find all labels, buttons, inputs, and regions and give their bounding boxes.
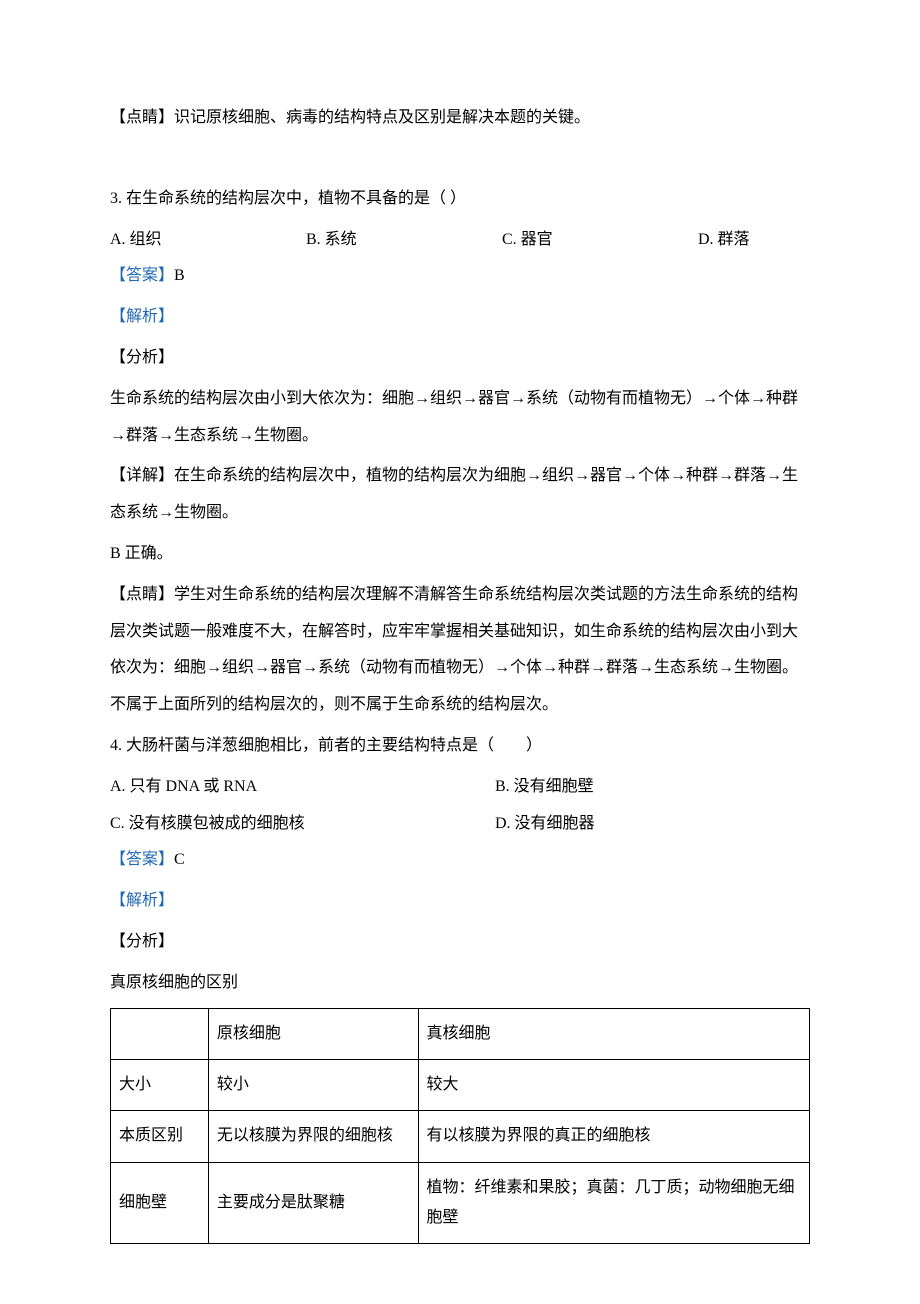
- q4-opt-d: D. 没有细胞器: [495, 806, 810, 843]
- q3-answer-line: 【答案】B: [110, 258, 810, 295]
- q4-options-row2: C. 没有核膜包被成的细胞核 D. 没有细胞器: [110, 806, 810, 843]
- table-row: 细胞壁 主要成分是肽聚糖 植物：纤维素和果胶；真菌：几丁质；动物细胞无细胞壁: [111, 1162, 810, 1244]
- explain-label: 【解析】: [110, 308, 174, 325]
- q3-analysis-label: 【分析】: [110, 340, 810, 377]
- table-cell: 本质区别: [111, 1111, 209, 1162]
- explain-label: 【解析】: [110, 892, 174, 909]
- q4-answer-line: 【答案】C: [110, 842, 810, 879]
- q4-options-row1: A. 只有 DNA 或 RNA B. 没有细胞壁: [110, 769, 810, 806]
- q3-answer-value: B: [174, 267, 185, 284]
- q4-table-title: 真原核细胞的区别: [110, 965, 810, 1002]
- table-row: 大小 较小 较大: [111, 1059, 810, 1110]
- q4-stem: 4. 大肠杆菌与洋葱细胞相比，前者的主要结构特点是（ ）: [110, 728, 810, 765]
- q3-tip: 【点睛】学生对生命系统的结构层次理解不清解答生命系统结构层次类试题的方法生命系统…: [110, 577, 810, 724]
- q3-detail-text: 【详解】在生命系统的结构层次中，植物的结构层次为细胞→组织→器官→个体→种群→群…: [110, 458, 810, 532]
- q3-opt-c: C. 器官: [502, 222, 698, 259]
- q4-explain-label: 【解析】: [110, 883, 810, 920]
- q3-analysis-text: 生命系统的结构层次由小到大依次为：细胞→组织→器官→系统（动物有而植物无）→个体…: [110, 381, 810, 455]
- table-header-cell: [111, 1008, 209, 1059]
- q3-opt-d: D. 群落: [698, 222, 810, 259]
- table-row: 本质区别 无以核膜为界限的细胞核 有以核膜为界限的真正的细胞核: [111, 1111, 810, 1162]
- q3-opt-b: B. 系统: [306, 222, 502, 259]
- q3-stem: 3. 在生命系统的结构层次中，植物不具备的是（ ）: [110, 181, 810, 218]
- table-cell: 无以核膜为界限的细胞核: [208, 1111, 418, 1162]
- table-header-cell: 真核细胞: [418, 1008, 809, 1059]
- q4-opt-a: A. 只有 DNA 或 RNA: [110, 769, 495, 806]
- q4-answer-value: C: [174, 851, 185, 868]
- table-cell: 植物：纤维素和果胶；真菌：几丁质；动物细胞无细胞壁: [418, 1162, 809, 1244]
- table-header-row: 原核细胞 真核细胞: [111, 1008, 810, 1059]
- q4-analysis-label: 【分析】: [110, 924, 810, 961]
- table-header-cell: 原核细胞: [208, 1008, 418, 1059]
- q3-opt-a: A. 组织: [110, 222, 306, 259]
- q4-opt-c: C. 没有核膜包被成的细胞核: [110, 806, 495, 843]
- answer-label: 【答案】: [110, 267, 174, 284]
- table-cell: 有以核膜为界限的真正的细胞核: [418, 1111, 809, 1162]
- q4-opt-b: B. 没有细胞壁: [495, 769, 810, 806]
- table-cell: 细胞壁: [111, 1162, 209, 1244]
- table-cell: 大小: [111, 1059, 209, 1110]
- comparison-table: 原核细胞 真核细胞 大小 较小 较大 本质区别 无以核膜为界限的细胞核 有以核膜…: [110, 1008, 810, 1245]
- q3-b-correct: B 正确。: [110, 536, 810, 573]
- tip-paragraph: 【点睛】识记原核细胞、病毒的结构特点及区别是解决本题的关键。: [110, 100, 810, 137]
- table-cell: 主要成分是肽聚糖: [208, 1162, 418, 1244]
- table-cell: 较大: [418, 1059, 809, 1110]
- q3-explain-label: 【解析】: [110, 299, 810, 336]
- q3-options: A. 组织 B. 系统 C. 器官 D. 群落: [110, 222, 810, 259]
- answer-label: 【答案】: [110, 851, 174, 868]
- table-cell: 较小: [208, 1059, 418, 1110]
- spacer: [110, 141, 810, 181]
